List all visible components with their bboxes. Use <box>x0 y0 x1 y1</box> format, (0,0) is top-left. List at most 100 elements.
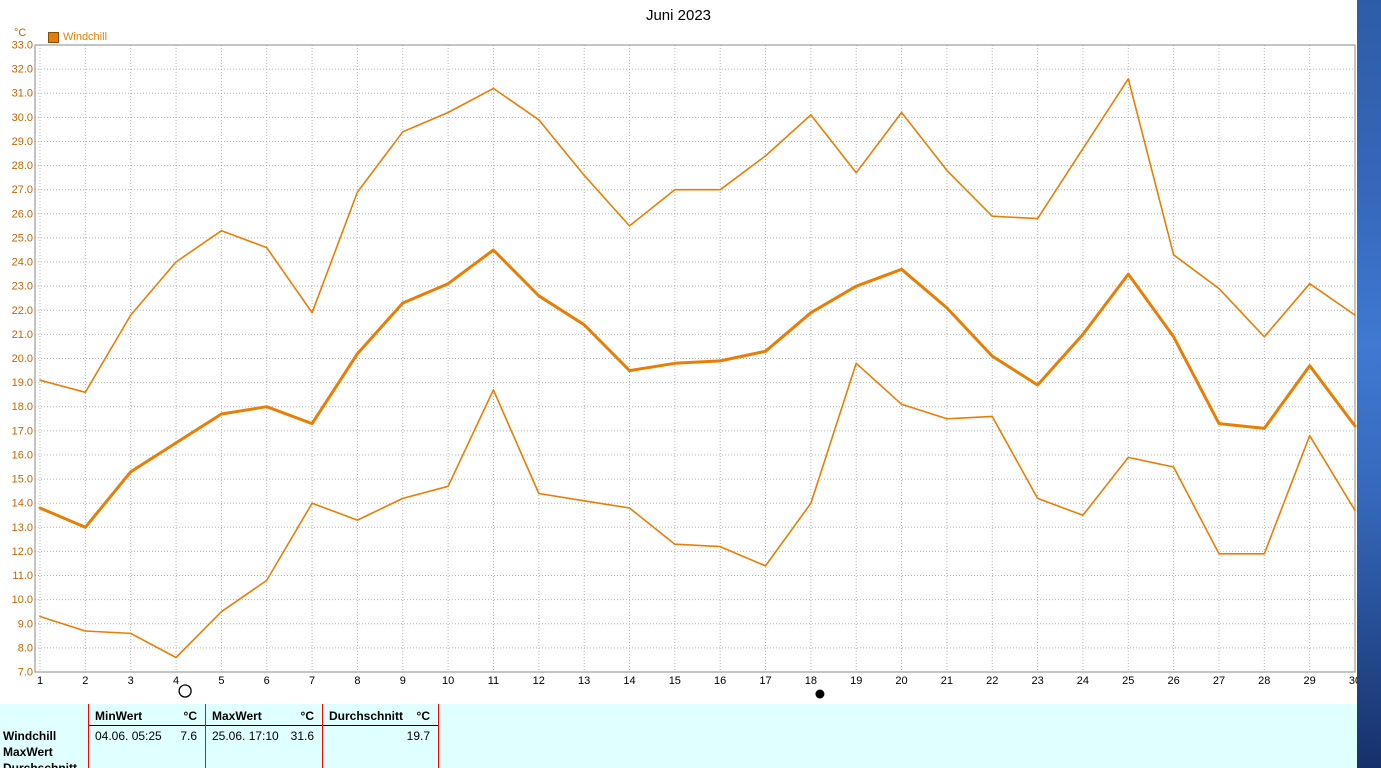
svg-text:17.0: 17.0 <box>12 425 33 437</box>
svg-text:27: 27 <box>1213 675 1225 687</box>
maxwert-value-row: 25.06. 17:10 31.6 <box>212 729 314 743</box>
svg-text:24: 24 <box>1077 675 1089 687</box>
full-moon-icon <box>178 684 192 698</box>
durchschnitt-unit-label: °C <box>416 709 430 723</box>
maxwert-datetime: 25.06. 17:10 <box>212 729 279 743</box>
svg-text:6: 6 <box>264 675 270 687</box>
svg-text:13: 13 <box>578 675 590 687</box>
svg-text:25.0: 25.0 <box>12 232 33 244</box>
svg-text:18.0: 18.0 <box>12 401 33 413</box>
svg-text:29: 29 <box>1304 675 1316 687</box>
x-axis-labels: 1 2 3 4 5 6 7 8 9 10 11 12 13 14 15 16 17 18 19 20 21 22 23 24 2… <box>37 675 1361 687</box>
svg-text:9: 9 <box>400 675 406 687</box>
svg-text:17: 17 <box>759 675 771 687</box>
series-min-line <box>39 362 1356 659</box>
series-avg-line <box>38 248 1357 529</box>
svg-text:5: 5 <box>218 675 224 687</box>
svg-text:12: 12 <box>533 675 545 687</box>
table-divider <box>205 704 206 768</box>
durchschnitt-column: Durchschnitt °C 19.7 <box>323 704 438 768</box>
svg-text:8.0: 8.0 <box>18 642 33 654</box>
page-title: Juni 2023 <box>645 7 712 24</box>
svg-text:30.0: 30.0 <box>12 112 33 124</box>
svg-text:3: 3 <box>128 675 134 687</box>
svg-text:20.0: 20.0 <box>12 353 33 365</box>
header-underline <box>323 725 438 726</box>
minwert-column: MinWert °C 04.06. 05:25 7.6 <box>89 704 205 768</box>
row-label-column: Windchill MaxWert Durchschnitt <box>0 704 88 768</box>
svg-text:7.0: 7.0 <box>18 667 33 679</box>
svg-text:16.0: 16.0 <box>12 449 33 461</box>
svg-text:24.0: 24.0 <box>12 257 33 269</box>
svg-text:11: 11 <box>488 675 499 687</box>
y-axis-labels: 33.0 32.0 31.0 30.0 29.0 28.0 27.0 26.0 25.0 24.0… <box>12 40 33 679</box>
svg-text:23: 23 <box>1031 675 1043 687</box>
minwert-header: MinWert °C <box>95 709 197 723</box>
maxwert-header: MaxWert °C <box>212 709 314 723</box>
svg-text:19: 19 <box>850 675 862 687</box>
row-label-durchschnitt: Durchschnitt <box>3 761 78 768</box>
table-divider <box>88 704 89 768</box>
minwert-value: 7.6 <box>180 729 197 743</box>
svg-text:9.0: 9.0 <box>18 618 33 630</box>
y-axis-unit-label: °C <box>14 27 27 39</box>
svg-text:14.0: 14.0 <box>12 498 33 510</box>
header-underline <box>206 725 322 726</box>
durchschnitt-header-label: Durchschnitt <box>329 709 404 723</box>
svg-text:8: 8 <box>354 675 360 687</box>
svg-text:4: 4 <box>173 675 179 687</box>
svg-text:2: 2 <box>82 675 88 687</box>
svg-text:10.0: 10.0 <box>12 594 33 606</box>
minwert-header-label: MinWert <box>95 709 143 723</box>
svg-text:22: 22 <box>986 675 998 687</box>
series-max-line <box>39 78 1356 394</box>
svg-text:15.0: 15.0 <box>12 474 33 486</box>
windchill-legend-label: Windchill <box>63 31 108 43</box>
svg-text:32.0: 32.0 <box>12 64 33 76</box>
svg-text:28: 28 <box>1258 675 1270 687</box>
table-divider <box>322 704 323 768</box>
svg-text:23.0: 23.0 <box>12 281 33 293</box>
maxwert-unit-label: °C <box>300 709 314 723</box>
minwert-value-row: 04.06. 05:25 7.6 <box>95 729 197 743</box>
svg-text:29.0: 29.0 <box>12 136 33 148</box>
svg-text:15: 15 <box>669 675 681 687</box>
minwert-unit-label: °C <box>183 709 197 723</box>
windchill-legend-swatch-icon <box>48 31 59 43</box>
maxwert-value: 31.6 <box>290 729 314 743</box>
new-moon-icon <box>815 689 825 699</box>
windchill-line-chart: 33.032.031.030.029.028.027.026.025.024.0… <box>12 40 1361 699</box>
svg-text:21: 21 <box>941 675 953 687</box>
svg-text:1: 1 <box>37 675 43 687</box>
svg-text:7: 7 <box>309 675 315 687</box>
svg-text:25: 25 <box>1122 675 1134 687</box>
svg-text:12.0: 12.0 <box>12 546 33 558</box>
svg-text:22.0: 22.0 <box>12 305 33 317</box>
svg-text:31.0: 31.0 <box>12 88 33 100</box>
svg-text:10: 10 <box>442 675 454 687</box>
svg-text:13.0: 13.0 <box>12 522 33 534</box>
maxwert-column: MaxWert °C 25.06. 17:10 31.6 <box>206 704 322 768</box>
chart-legend: Windchill <box>48 31 107 43</box>
svg-text:20: 20 <box>895 675 907 687</box>
svg-text:16: 16 <box>714 675 726 687</box>
svg-text:33.0: 33.0 <box>12 40 33 52</box>
table-divider <box>438 704 439 768</box>
svg-text:14: 14 <box>623 675 635 687</box>
maxwert-header-label: MaxWert <box>212 709 262 723</box>
header-underline <box>89 725 205 726</box>
durchschnitt-value: 19.7 <box>406 729 430 743</box>
summary-table: Windchill MaxWert Durchschnitt MinWert °… <box>0 704 1357 768</box>
svg-text:27.0: 27.0 <box>12 184 33 196</box>
row-label-maxwert: MaxWert <box>3 745 53 759</box>
plot-border <box>34 44 1356 673</box>
svg-text:28.0: 28.0 <box>12 160 33 172</box>
svg-text:26.0: 26.0 <box>12 208 33 220</box>
row-label-windchill: Windchill <box>3 729 57 743</box>
minwert-datetime: 04.06. 05:25 <box>95 729 162 743</box>
svg-text:11.0: 11.0 <box>12 570 33 582</box>
svg-text:18: 18 <box>805 675 817 687</box>
gridlines <box>35 45 1356 672</box>
durchschnitt-value-row: 19.7 <box>329 729 430 743</box>
